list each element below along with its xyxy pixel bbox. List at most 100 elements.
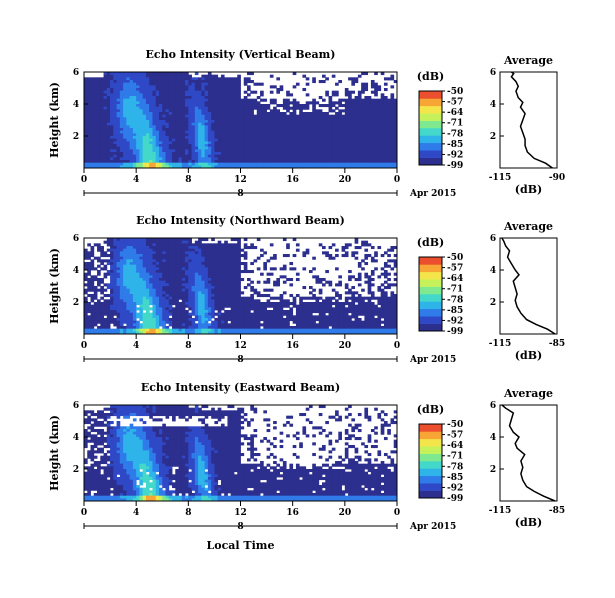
heatmap-cell [282,157,287,161]
heatmap-cell [119,278,124,282]
heatmap-cell [220,88,225,92]
heatmap-cell [230,291,235,295]
heatmap-cell [149,296,153,300]
heatmap-cell [322,117,326,121]
heatmap-cell [191,267,196,271]
heatmap-cell [289,307,294,311]
heatmap-cell [230,328,235,332]
heatmap-cell [315,165,320,169]
heatmap-cell [315,136,320,140]
heatmap-cell [292,112,297,116]
heatmap-cell [139,136,144,140]
heatmap-cell [162,307,166,311]
heatmap-cell [142,152,147,156]
heatmap-cell [84,283,88,287]
heatmap-cell [253,328,258,332]
heatmap-cell [240,262,245,266]
heatmap-cell [240,104,245,108]
heatmap-cell [377,88,382,92]
heatmap-cell [211,160,215,164]
heatmap-cell [188,128,192,132]
heatmap-cell [155,162,160,166]
heatmap-cell [191,125,196,129]
heatmap-cell [299,144,303,148]
heatmap-cell [361,157,365,161]
heatmap-cell [165,299,170,303]
heatmap-cell [194,93,199,97]
heatmap-cell [341,149,346,153]
heatmap-cell [201,275,206,279]
heatmap-cell [145,280,150,284]
heatmap-cell [181,154,186,158]
heatmap-cell [207,286,212,290]
heatmap-cell [158,256,163,260]
heatmap-cell [126,312,131,316]
heatmap-cell [338,160,342,164]
heatmap-cell [155,98,160,102]
heatmap-cell [250,326,254,330]
heatmap-cell [165,112,170,116]
heatmap-cell [338,144,342,148]
heatmap-cell [299,125,303,129]
heatmap-cell [198,291,202,295]
heatmap-cell [90,254,95,258]
colorbar-swatch [419,142,442,151]
heatmap-cell [247,320,251,324]
heatmap-cell [90,144,95,148]
heatmap-cell [162,72,166,76]
heatmap-cell [103,331,108,335]
heatmap-cell [198,109,202,113]
heatmap-cell [237,157,241,161]
heatmap-cell [168,243,173,247]
heatmap-cell [191,246,196,250]
heatmap-cell [84,251,88,255]
heatmap-cell [162,262,166,266]
heatmap-cell [204,80,209,84]
heatmap-cell [93,125,98,129]
heatmap-cell [194,165,199,169]
heatmap-cell [207,85,212,89]
heatmap-cell [116,248,121,252]
heatmap-cell [256,149,261,153]
heatmap-cell [145,296,150,300]
heatmap-cell [253,291,258,295]
heatmap-cell [126,270,131,274]
heatmap-cell [224,128,228,132]
heatmap-cell [361,117,365,121]
heatmap-cell [367,157,372,161]
heatmap-cell [367,98,372,102]
heatmap-cell [90,304,95,308]
heatmap-cell [204,288,209,292]
heatmap-cell [194,246,199,250]
heatmap-cell [269,310,274,314]
heatmap-cell [113,310,117,314]
heatmap-cell [240,302,245,306]
heatmap-cell [158,288,163,292]
heatmap-cell [119,138,124,142]
heatmap-cell [123,270,127,274]
heatmap-cell [175,328,179,332]
heatmap-cell [198,120,202,124]
heatmap-cell [113,77,117,81]
heatmap-cell [103,162,108,166]
heatmap-cell [211,251,215,255]
heatmap-cell [393,117,398,121]
heatmap-cell [168,101,173,105]
heatmap-cell [266,112,271,116]
heatmap-cell [256,128,261,132]
heatmap-cell [136,272,140,276]
heatmap-cell [194,256,199,260]
heatmap-cell [178,90,183,94]
heatmap-cell [84,125,88,129]
heatmap-cell [172,128,176,132]
heatmap-cell [178,117,183,121]
heatmap-cell [374,120,378,124]
heatmap-cell [279,125,284,129]
heatmap-cell [129,162,134,166]
heatmap-cell [318,162,323,166]
heatmap-cell [357,120,362,124]
heatmap-cell [191,283,196,287]
heatmap-cell [162,240,166,244]
heatmap-cell [181,294,186,298]
heatmap-cell [185,283,189,287]
